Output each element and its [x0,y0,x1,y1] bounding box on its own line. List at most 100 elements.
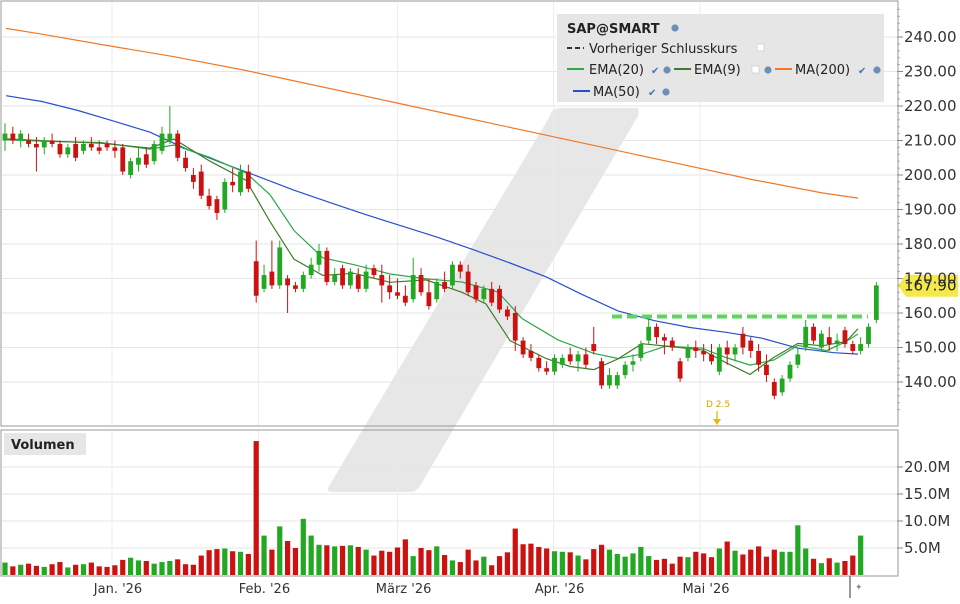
check-icon[interactable]: ✔ [858,66,866,77]
volume-bar [638,546,644,575]
candle-body [18,133,24,141]
gear-icon[interactable] [671,24,679,32]
volume-bar [363,549,369,575]
volume-bar [387,551,393,575]
candle-body [175,133,181,158]
volume-bar [25,563,32,575]
volume-bar [559,551,565,575]
candle-body [465,271,471,293]
volume-bar [159,562,165,575]
candle-body [512,313,518,341]
volume-bar [167,560,173,575]
candle-body [143,154,149,165]
candle-body [81,143,86,151]
gear-icon[interactable] [662,88,670,96]
volume-bar [787,551,793,575]
candle-body [230,181,236,186]
volume-bar [214,549,220,575]
candle-body [340,268,345,286]
candle-body [434,281,440,300]
volume-bar [49,564,55,575]
candle-body [293,285,298,289]
legend-ema9: EMA(9) [694,63,741,78]
candle-body [559,357,565,365]
volume-bar [763,556,770,575]
candle-body [418,275,424,293]
volume-bar [347,545,353,575]
candle-body [481,288,487,300]
candle-body [575,354,581,362]
volume-bar [795,525,801,575]
volume-bar [300,518,306,575]
volume-bar [449,560,456,575]
candle-body [198,171,204,196]
candle-body [685,347,691,358]
volume-bar [57,562,63,575]
volume-bar [308,535,314,575]
candle-body [41,140,47,148]
volume-bar [410,556,416,575]
candle-body [693,347,699,351]
check-icon[interactable]: ✔ [651,66,659,77]
volume-bar [128,557,134,575]
volume-bar [748,549,754,575]
last-price-badge [898,274,958,297]
candle-body [748,340,754,351]
gear-icon[interactable] [764,66,772,74]
legend-ma200: MA(200) [795,63,850,78]
candle-body [324,250,330,282]
candle-body [34,143,39,148]
check-icon[interactable]: ✔ [648,88,656,99]
volume-bar [481,556,487,575]
volume-tick-label: 15.0M [904,485,950,503]
volume-bar [653,559,660,575]
volume-bar [324,545,330,575]
volume-bar [496,556,503,575]
ma50-line [5,95,859,355]
volume-bar [394,547,401,575]
volume-bar [528,543,534,575]
candle-body [57,143,63,155]
price-tick-label: 180.00 [904,235,957,253]
candle-body [552,357,557,372]
candle-body [505,309,510,317]
candle-body [2,133,8,141]
candle-body [826,337,832,345]
checkbox-icon[interactable] [751,65,760,74]
candle-body [630,361,636,365]
candle-body [363,271,369,289]
volume-bar [740,554,746,575]
price-tick-label: 190.00 [904,201,957,219]
candle-body [457,264,463,272]
date-tick-label: Mai '26 [682,582,729,597]
volume-bar [536,546,542,575]
volume-bar [120,559,126,575]
volume-bar [151,563,157,575]
last-price-tag: 167.90 [898,274,958,297]
candle-body [206,195,212,207]
volume-bar [332,546,338,575]
price-tick-label: 200.00 [904,166,957,184]
volume-bar [88,562,94,575]
volume-bar [465,549,471,575]
volume-bars [2,441,864,575]
date-axis: Jan. '26 Feb. '26 März '26 Apr. '26 Mai '26 [93,582,730,597]
candle-body [701,350,707,355]
volume-bar [661,558,667,575]
volume-bar [591,549,597,575]
volume-bar [551,551,558,575]
volume-bar [504,552,510,575]
candle-body [654,326,659,338]
checkbox-icon[interactable] [756,43,765,52]
volume-bar [371,555,377,575]
navigator-icon[interactable]: ✦ [855,583,863,593]
date-tick-label: März '26 [376,582,432,597]
gear-icon[interactable] [663,66,671,74]
candle-body [607,375,612,386]
candle-body [811,326,816,341]
gear-icon[interactable] [873,66,881,74]
volume-bar [80,564,87,575]
date-tick-label: Apr. '26 [535,582,585,597]
candle-body [842,330,848,345]
candle-body [740,333,746,348]
